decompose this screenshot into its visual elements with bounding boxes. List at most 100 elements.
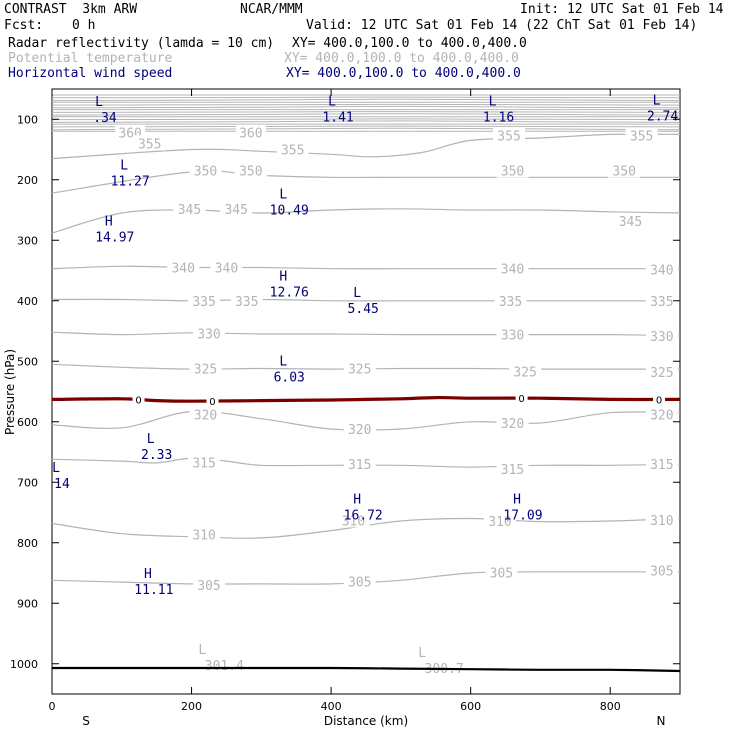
theta-label-bg: [189, 162, 222, 178]
y-tick-label: 400: [17, 295, 38, 308]
theta-label-bg: [625, 127, 658, 143]
y-tick-label: 600: [17, 416, 38, 429]
theta-band-line: [51, 96, 681, 99]
theta-label-bg: [343, 360, 376, 376]
theta-contour-label: 355: [138, 137, 161, 152]
theta-contour-label: 325: [513, 366, 536, 381]
theta-contour-label: 315: [192, 456, 215, 471]
x-tick-label: 400: [321, 700, 342, 713]
y-tick-label: 300: [17, 234, 38, 247]
zero-reflectivity-layer: 0 0 0 0: [51, 391, 681, 408]
theta-contour-label: 340: [501, 263, 524, 278]
theta-label-bg: [188, 526, 221, 542]
theta-contour-label: 325: [650, 366, 673, 381]
south-label: S: [82, 714, 90, 728]
theta-band-line: [51, 125, 681, 128]
wind-extremum-kind: L: [120, 159, 128, 174]
theta-contour-label: 310: [192, 528, 215, 543]
theta-contour-label: 315: [650, 458, 673, 473]
theta-contour-345: [51, 208, 681, 234]
wind-extremum-kind: H: [353, 493, 361, 508]
theta-contour-label: 310: [342, 514, 365, 529]
theta-label-bg: [133, 135, 166, 151]
model-title: CONTRAST 3km ARW: [4, 2, 138, 17]
theta-band-line: [51, 127, 681, 131]
theta-band-line: [51, 105, 681, 109]
theta-label-bg: [645, 292, 678, 308]
wind-extremum-value: 1.41: [322, 111, 353, 126]
theta-contour-label: 335: [650, 295, 673, 310]
field-2-name: Potential temperature: [8, 51, 173, 66]
theta-label-bg: [193, 577, 225, 593]
wind-extremum-value: 12.76: [270, 285, 309, 300]
x-tick-label: 600: [460, 700, 481, 713]
theta-label-bg: [509, 363, 542, 379]
wind-extremum-value: 2.74: [647, 109, 678, 124]
theta-label-bg: [337, 512, 370, 528]
theta-label-bg: [235, 124, 266, 140]
theta-extremum-value: 301.4: [205, 659, 244, 674]
theta-contour-label: 355: [630, 130, 653, 145]
theta-contour-label: 340: [215, 261, 238, 276]
wind-extremum-value: 17.09: [503, 509, 542, 524]
theta-extremum-kind: L: [418, 646, 426, 661]
theta-label-bg: [608, 162, 641, 178]
theta-label-bg: [188, 292, 221, 308]
theta-contour-label: 320: [348, 423, 371, 438]
wind-extremum-kind: L: [653, 93, 661, 108]
theta-label-bg: [496, 326, 529, 342]
theta-top-band: 360 360: [51, 94, 681, 142]
theta-label-bg: [220, 200, 253, 216]
wind-extremum-kind: L: [279, 188, 287, 203]
theta-label-bg: [496, 460, 529, 476]
theta-label-bg: [234, 162, 267, 178]
theta-contour-label: 320: [194, 408, 217, 423]
theta-label-bg: [645, 562, 678, 578]
theta-contour-label: 350: [501, 165, 524, 180]
theta-contour-355: [51, 133, 681, 160]
theta-contour-label: 310: [488, 515, 511, 530]
theta-contour-330: [51, 331, 681, 337]
x-tick-label: 0: [49, 700, 56, 713]
axes-layer: 100 200 300 400 500 600 700 800 900 1000 0 200 400 60…: [10, 89, 680, 713]
theta-contour-label: 330: [650, 330, 673, 345]
theta-label-bg: [173, 200, 206, 216]
wind-extremum-value: 2.33: [141, 448, 172, 463]
theta-label-bg: [496, 162, 529, 178]
theta-contour-label: 335: [235, 295, 258, 310]
theta-contours: 355 355 355 355 350 350 350 350 345 345 345 340 340 3…: [51, 127, 681, 677]
theta-contour-label: 330: [501, 329, 524, 344]
y-tick-label: 500: [17, 355, 38, 368]
wind-extremum-value: 1.16: [483, 111, 514, 126]
theta-band-line: [51, 111, 681, 113]
theta-contour-340: [51, 265, 680, 270]
theta-band-line: [51, 120, 681, 123]
theta-contour-label: 315: [501, 463, 524, 478]
y-tick-label: 700: [17, 476, 38, 489]
zero-label-bg: [515, 391, 528, 405]
theta-contour-315: [51, 457, 681, 468]
theta-label-bg: [343, 421, 376, 437]
field-1-name: Radar reflectivity (lamda = 10 cm): [8, 36, 275, 51]
theta-label-bg: [494, 292, 527, 308]
theta-contour-label: 325: [194, 363, 217, 378]
field-2-xy: XY= 400.0,100.0 to 400.0,400.0: [284, 51, 519, 66]
theta-label-bg: [230, 292, 263, 308]
wind-extremum-kind: L: [489, 95, 497, 110]
theta-label-bg: [276, 141, 309, 157]
zero-label-bg: [132, 392, 145, 406]
zero-contour-label: 0: [656, 395, 662, 406]
theta-label-bg: [193, 325, 225, 341]
wind-extremum-value: 5.45: [348, 302, 379, 317]
theta-contour-label: 355: [281, 144, 304, 159]
y-axis-title: Pressure (hPa): [3, 349, 17, 435]
theta-label-bg: [485, 564, 518, 580]
theta-band-line: [51, 113, 681, 116]
wind-extrema-layer: L.34L1.41L1.16L2.74L11.27L10.49H14.97H12…: [52, 93, 678, 598]
theta-label-bg: [645, 511, 678, 527]
wind-extremum-value: 14.97: [95, 230, 134, 245]
theta-contour-label: 340: [171, 261, 194, 276]
theta-contour-label: 310: [650, 514, 673, 529]
wind-extremum-kind: L: [279, 355, 287, 370]
